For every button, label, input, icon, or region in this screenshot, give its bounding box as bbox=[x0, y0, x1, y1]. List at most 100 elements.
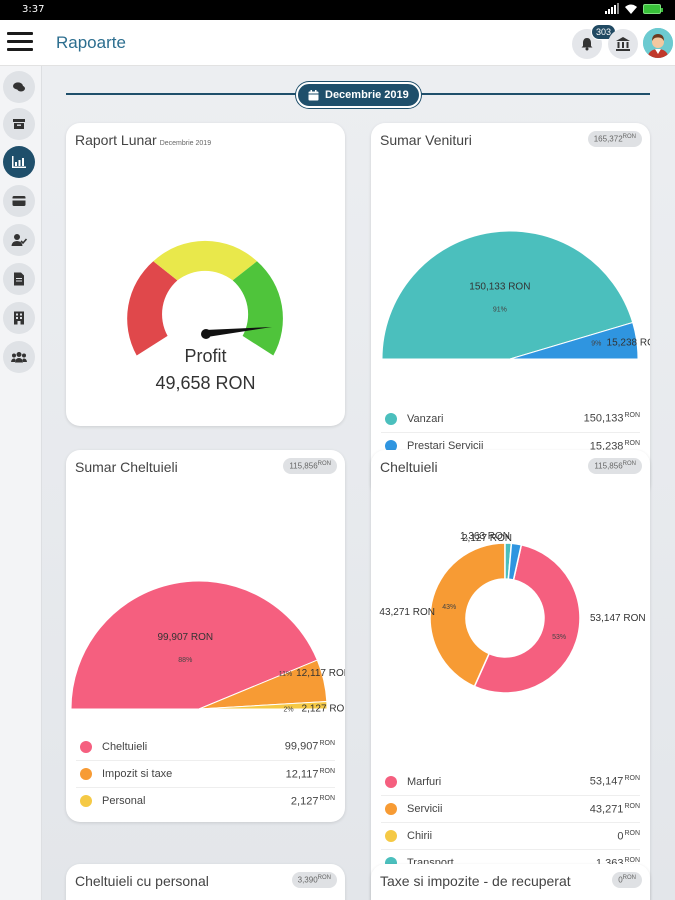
bank-button[interactable] bbox=[608, 29, 638, 59]
sumar-cheltuieli-legend: Cheltuieli 99,907RON Impozit si taxe 12,117… bbox=[76, 733, 335, 814]
sidebar-item-chat[interactable] bbox=[3, 71, 35, 103]
legend-item[interactable]: Personal 2,127RON bbox=[76, 787, 335, 814]
legend-item-name: Cheltuieli bbox=[102, 740, 148, 753]
raport-lunar-title: Raport Lunar bbox=[75, 132, 157, 148]
card-icon bbox=[12, 196, 26, 206]
status-bar: 3:37 bbox=[0, 0, 675, 20]
sidebar-item-companies[interactable] bbox=[3, 302, 35, 334]
slice-value-label: 12,117 RON bbox=[296, 668, 345, 679]
user-check-icon bbox=[11, 234, 27, 246]
legend-color-dot bbox=[385, 803, 397, 815]
card-cheltuieli-personal[interactable]: Cheltuieli cu personal 3,390RON bbox=[66, 864, 345, 900]
legend-item-value: 150,133RON bbox=[583, 412, 640, 425]
sidebar-item-payments[interactable] bbox=[3, 185, 35, 217]
gauge-yellow-segment bbox=[153, 240, 257, 281]
legend-item-name: Prestari Servicii bbox=[407, 440, 484, 452]
pie-slice-prestari-servicii[interactable] bbox=[509, 321, 639, 360]
slice-percent-label: 53% bbox=[552, 634, 566, 641]
donut-slice-servicii[interactable] bbox=[429, 542, 506, 688]
app-bar: Rapoarte 303 bbox=[0, 20, 675, 66]
pie-slice-personal[interactable] bbox=[198, 700, 328, 710]
legend-color-dot bbox=[80, 768, 92, 780]
slice-percent-label: 91% bbox=[493, 306, 507, 313]
slice-value-label: 2,127 RON bbox=[462, 533, 512, 544]
building-icon bbox=[14, 311, 24, 325]
sumar-venituri-total-badge: 165,372RON bbox=[587, 131, 642, 147]
legend-item-value: 53,147RON bbox=[589, 775, 640, 788]
sidebar-item-documents[interactable] bbox=[3, 263, 35, 295]
sidebar-item-archive[interactable] bbox=[3, 108, 35, 140]
legend-item-value: 0RON bbox=[617, 829, 640, 843]
cheltuieli-title: Cheltuieli bbox=[380, 459, 438, 475]
slice-percent-label: 2% bbox=[283, 706, 293, 713]
signal-icon bbox=[605, 3, 619, 14]
legend-item[interactable]: Servicii 43,271RON bbox=[381, 795, 640, 822]
legend-item-value: 2,127RON bbox=[290, 794, 335, 808]
card-raport-lunar[interactable]: Raport Lunar Decembrie 2019 Profit 49,658… bbox=[66, 123, 345, 426]
legend-color-dot bbox=[385, 775, 397, 788]
gauge-hub bbox=[201, 329, 211, 339]
legend-item[interactable]: Marfuri 53,147RON bbox=[381, 768, 640, 795]
cheltuieli-total-badge: 115,856RON bbox=[588, 458, 642, 474]
avatar-icon bbox=[643, 28, 673, 58]
card-cheltuieli[interactable]: Cheltuieli 115,856RON 53,147 RON 53% 43,27… bbox=[371, 450, 650, 900]
gauge-red-segment bbox=[127, 261, 178, 356]
sumar-venituri-chart: 150,133 RON 91% 15,238 RON 9% bbox=[381, 230, 650, 360]
battery-icon bbox=[643, 3, 663, 14]
cheltuieli-personal-title: Cheltuieli cu personal bbox=[75, 873, 209, 889]
bell-icon bbox=[581, 38, 593, 51]
legend-color-dot bbox=[80, 795, 92, 807]
legend-item-name: Servicii bbox=[407, 803, 443, 815]
team-icon bbox=[11, 352, 27, 363]
donut-slice-marfuri[interactable] bbox=[473, 543, 581, 694]
status-icons bbox=[605, 3, 663, 14]
card-sumar-cheltuieli[interactable]: Sumar Cheltuieli 115,856RON 99,907 RON 88… bbox=[66, 450, 345, 822]
page-title: Rapoarte bbox=[56, 33, 126, 52]
legend-item-value: 99,907RON bbox=[284, 740, 335, 753]
raport-lunar-subtitle: Decembrie 2019 bbox=[159, 140, 212, 147]
card-sumar-venituri[interactable]: Sumar Venituri 165,372RON 150,133 RON 91%… bbox=[371, 123, 650, 497]
chat-icon bbox=[13, 82, 25, 92]
cheltuieli-personal-total-badge: 3,390RON bbox=[291, 872, 337, 888]
cheltuieli-donut-chart: 53,147 RON 53% 43,271 RON 43% 1,363 RON2,127… bbox=[379, 531, 646, 694]
main-content: Decembrie 2019 Raport Lunar Decembrie 201… bbox=[42, 66, 675, 900]
gauge-green-segment bbox=[232, 261, 283, 356]
legend-item[interactable]: Chirii 0RON bbox=[381, 822, 640, 849]
wifi-icon bbox=[625, 4, 637, 14]
slice-value-label: 2,127 RON bbox=[302, 703, 345, 714]
legend-item[interactable]: Prestari Servicii 15,238RON bbox=[381, 432, 640, 459]
profit-gauge bbox=[127, 240, 283, 356]
legend-color-dot bbox=[80, 740, 92, 753]
slice-value-label: 99,907 RON bbox=[157, 632, 213, 643]
sidebar-item-team[interactable] bbox=[3, 341, 35, 373]
slice-percent-label: 43% bbox=[442, 604, 456, 611]
gauge-value: 49,658 RON bbox=[155, 373, 256, 393]
date-filter-button[interactable]: Decembrie 2019 bbox=[296, 82, 421, 108]
sumar-cheltuieli-total-badge: 115,856RON bbox=[283, 458, 337, 474]
legend-item[interactable]: Impozit si taxe 12,117RON bbox=[76, 760, 335, 787]
legend-item-name: Personal bbox=[102, 795, 146, 807]
taxe-impozite-total-badge: 0RON bbox=[612, 872, 642, 888]
sumar-cheltuieli-chart: 99,907 RON 88% 12,117 RON11% 2,127 RON 2% bbox=[70, 580, 345, 714]
slice-value-label: 150,133 RON bbox=[469, 281, 530, 292]
donut-slice-personal[interactable] bbox=[507, 542, 523, 581]
sidebar-item-reports[interactable] bbox=[3, 146, 35, 178]
slice-value-label: 15,238 RON bbox=[607, 337, 650, 348]
bank-icon bbox=[616, 37, 630, 51]
legend-item-name: Impozit si taxe bbox=[102, 768, 173, 780]
sidebar bbox=[0, 66, 42, 900]
user-avatar[interactable] bbox=[643, 28, 673, 58]
hamburger-menu-icon[interactable] bbox=[7, 30, 33, 54]
status-time: 3:37 bbox=[22, 4, 45, 15]
card-taxe-impozite[interactable]: Taxe si impozite - de recuperat 0RON bbox=[371, 864, 650, 900]
pie-slice-vanzari[interactable] bbox=[381, 230, 634, 360]
legend-item-value: 12,117RON bbox=[285, 767, 335, 781]
slice-percent-label: 9% bbox=[591, 340, 601, 347]
pie-slice-cheltuieli[interactable] bbox=[70, 580, 318, 710]
legend-item[interactable]: Vanzari 150,133RON bbox=[381, 405, 640, 432]
legend-item[interactable]: Cheltuieli 99,907RON bbox=[76, 733, 335, 760]
legend-color-dot bbox=[385, 412, 397, 425]
sidebar-item-users[interactable] bbox=[3, 224, 35, 256]
gauge-needle bbox=[205, 327, 272, 337]
archive-icon bbox=[13, 119, 25, 129]
